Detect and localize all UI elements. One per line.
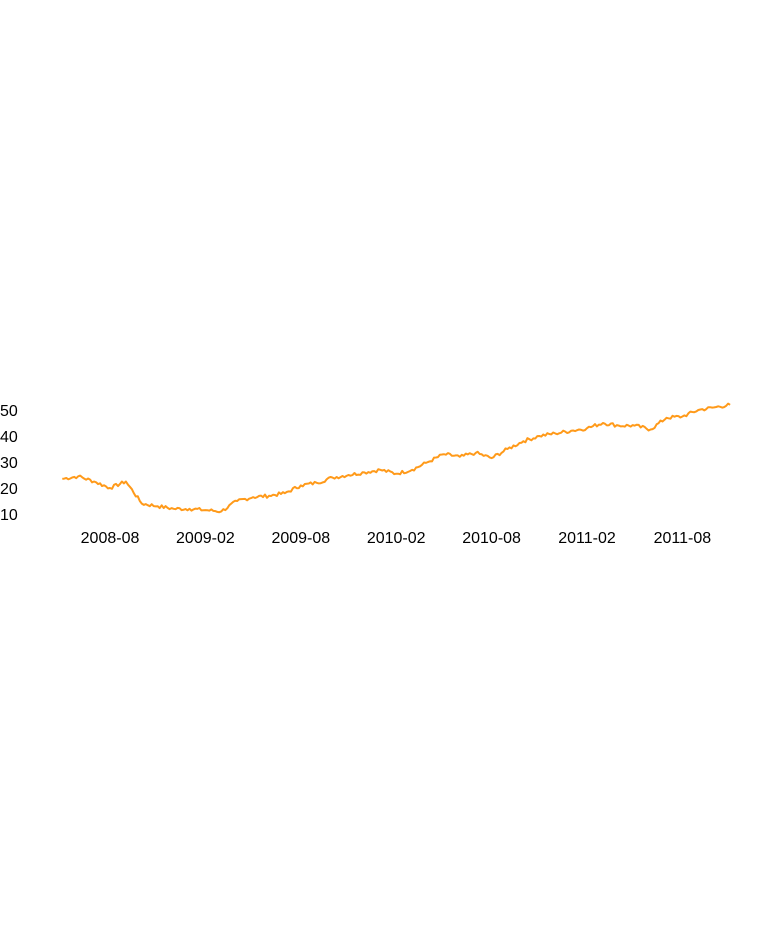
- x-tick-label: 2011-08: [654, 530, 712, 547]
- y-tick-label: 40: [0, 429, 18, 446]
- x-tick-label: 2011-02: [558, 530, 616, 547]
- y-axis: 10 20 30 40 50: [0, 403, 18, 524]
- x-tick-label: 2010-02: [367, 530, 426, 547]
- series-line: [62, 402, 731, 514]
- x-tick-label: 2009-08: [271, 530, 330, 547]
- x-tick-label: 2010-08: [462, 530, 521, 547]
- series: [62, 402, 731, 514]
- y-tick-label: 20: [0, 481, 18, 498]
- x-tick-label: 2009-02: [176, 530, 235, 547]
- y-tick-label: 30: [0, 455, 18, 472]
- x-tick-label: 2008-08: [81, 530, 140, 547]
- y-tick-label: 10: [0, 507, 18, 524]
- x-axis: 2008-08 2009-02 2009-08 2010-02 2010-08 2011-…: [81, 530, 712, 547]
- y-tick-label: 50: [0, 403, 18, 420]
